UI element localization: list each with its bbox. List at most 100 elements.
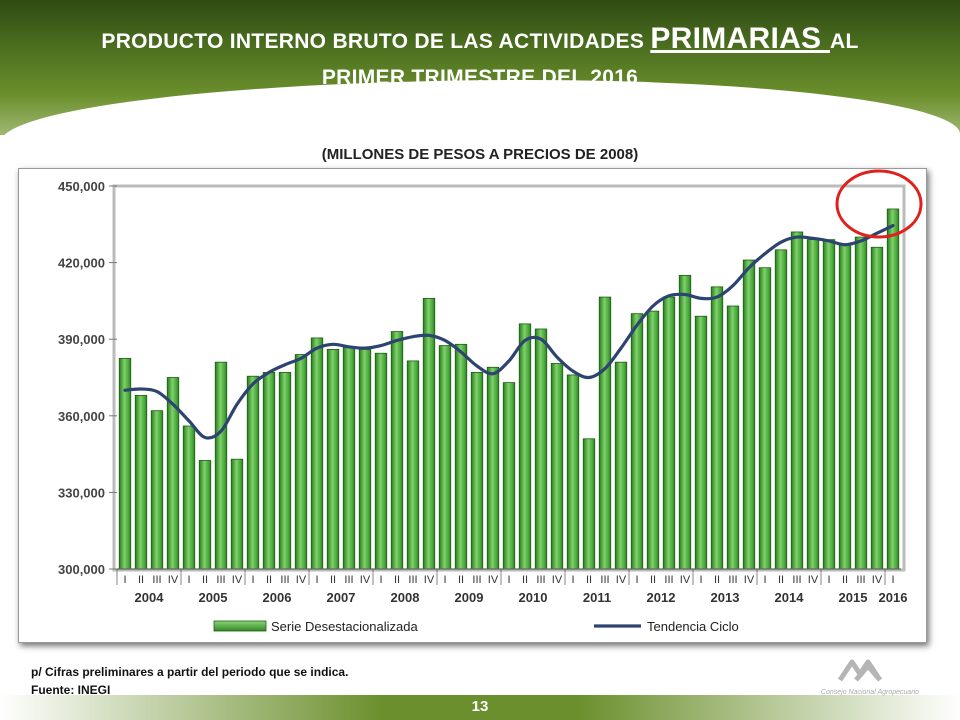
bar (230, 458, 244, 570)
y-tick-label: 300,000 (58, 562, 105, 577)
bar (518, 323, 532, 570)
x-quarter-label: IV (616, 574, 627, 586)
x-year-label: 2013 (711, 590, 740, 605)
bar (246, 375, 260, 570)
x-quarter-label: II (650, 574, 656, 586)
footnote-preliminary: p/ Cifras preliminares a partir del peri… (31, 665, 349, 679)
y-tick-label: 390,000 (58, 332, 105, 347)
x-quarter-label: I (315, 574, 318, 586)
x-quarter-label: I (763, 574, 766, 586)
x-quarter-label: I (699, 574, 702, 586)
bar (342, 346, 356, 570)
bar (886, 208, 900, 570)
x-quarter-label: II (330, 574, 336, 586)
bar (262, 371, 276, 570)
trend-line (123, 223, 895, 440)
x-quarter-label: I (123, 574, 126, 586)
bar (470, 371, 484, 570)
bottom-bar (0, 695, 960, 720)
x-quarter-label: III (664, 574, 673, 586)
bar (566, 374, 580, 570)
legend-label-line: Tendencia Ciclo (647, 619, 739, 634)
legend-label-bars: Serie Desestacionalizada (271, 619, 418, 634)
x-quarter-label: II (202, 574, 208, 586)
x-quarter-label: IV (360, 574, 371, 586)
x-quarter-label: III (408, 574, 417, 586)
x-quarter-label: III (856, 574, 865, 586)
bar (214, 361, 228, 570)
x-quarter-label: IV (232, 574, 243, 586)
cna-logo: Consejo Nacional Agropecuario (821, 659, 919, 696)
x-quarter-label: I (891, 574, 894, 586)
bar (614, 361, 628, 570)
bar (150, 410, 164, 570)
x-quarter-label: I (571, 574, 574, 586)
bar (438, 345, 452, 570)
x-quarter-label: II (842, 574, 848, 586)
x-quarter-label: II (778, 574, 784, 586)
bar (758, 267, 772, 570)
bar (198, 460, 212, 570)
bar (774, 249, 788, 570)
x-year-label: 2012 (647, 590, 676, 605)
x-quarter-label: II (714, 574, 720, 586)
x-quarter-label: IV (744, 574, 755, 586)
legend-swatch-bars (213, 620, 267, 632)
x-year-label: 2008 (391, 590, 420, 605)
x-quarter-label: IV (872, 574, 883, 586)
footnote: p/ Cifras preliminares a partir del peri… (31, 663, 348, 699)
bar (694, 315, 708, 570)
chart-frame: 300,000 330,000 360,000 390,000 420,000 450,0… (18, 168, 927, 643)
title-highlight: PRIMARIAS (650, 22, 830, 55)
x-quarter-label: II (394, 574, 400, 586)
bar (406, 360, 420, 570)
x-quarter-label: IV (168, 574, 179, 586)
bar (134, 394, 148, 570)
x-year-label: 2005 (199, 590, 228, 605)
y-tick-label: 330,000 (58, 485, 105, 500)
y-tick-label: 360,000 (58, 409, 105, 424)
bar (662, 296, 676, 570)
bar (390, 331, 404, 570)
x-quarter-label: III (216, 574, 225, 586)
slide-title-line2: PRIMER TRIMESTRE DEL 2016 (321, 66, 639, 89)
bar (742, 259, 756, 570)
x-year-label: 2010 (519, 590, 548, 605)
x-quarter-label: IV (808, 574, 819, 586)
bar (454, 343, 468, 570)
chart: 300,000 330,000 360,000 390,000 420,000 450,0… (58, 169, 923, 634)
bar (870, 246, 884, 570)
x-quarter-label: II (522, 574, 528, 586)
x-quarter-label: II (138, 574, 144, 586)
x-quarter-label: I (187, 574, 190, 586)
footnote-source: Fuente: INEGI (31, 683, 111, 697)
x-quarter-label: I (251, 574, 254, 586)
x-quarter-label: IV (424, 574, 435, 586)
trend-series (123, 223, 895, 440)
x-year-label: 2004 (135, 590, 165, 605)
bar (310, 337, 324, 570)
x-quarter-label: I (635, 574, 638, 586)
title-text-after: AL (830, 30, 859, 53)
bar (278, 371, 292, 570)
bar (726, 305, 740, 570)
slide-title-line1: PRODUCTO INTERNO BRUTO DE LAS ACTIVIDADE… (0, 22, 960, 56)
x-year-label: 2016 (879, 590, 908, 605)
y-tick-label: 450,000 (58, 179, 105, 194)
x-quarter-label: I (443, 574, 446, 586)
x-quarter-label: I (827, 574, 830, 586)
y-axis: 300,000 330,000 360,000 390,000 420,000 450,0… (58, 179, 105, 577)
x-quarter-label: III (472, 574, 481, 586)
x-quarter-label: IV (680, 574, 691, 586)
x-quarter-label: IV (488, 574, 499, 586)
bar (678, 274, 692, 570)
x-quarter-label: III (792, 574, 801, 586)
chart-subtitle: (MILLONES DE PESOS A PRECIOS DE 2008) (321, 146, 639, 163)
x-year-label: 2006 (263, 590, 292, 605)
bar (374, 352, 388, 570)
x-quarter-label: III (152, 574, 161, 586)
y-tick-label: 420,000 (58, 256, 105, 271)
bar (486, 366, 500, 570)
title-text-before: PRODUCTO INTERNO BRUTO DE LAS ACTIVIDADE… (101, 30, 651, 53)
logo-caption: Consejo Nacional Agropecuario (821, 689, 919, 696)
